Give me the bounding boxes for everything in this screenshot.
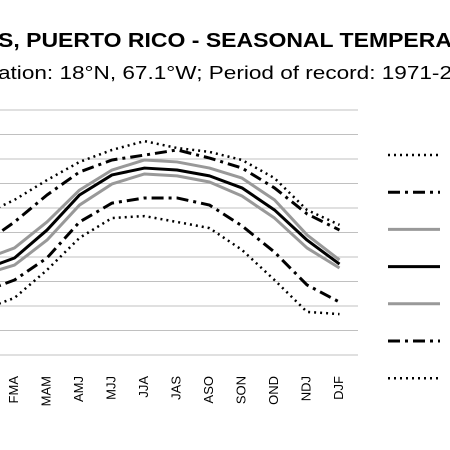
x-tick-label: JAS — [168, 376, 183, 400]
x-tick-label: AMJ — [71, 376, 86, 402]
series-line — [0, 196, 341, 304]
series-line — [0, 148, 341, 235]
x-tick-label: MAM — [38, 376, 53, 406]
series-line — [0, 166, 341, 266]
x-tick-label: NDJ — [298, 376, 313, 401]
series-line — [0, 139, 341, 227]
series-line — [0, 214, 340, 316]
x-tick-label: FMA — [6, 376, 21, 404]
x-tick-label: MJJ — [103, 376, 118, 400]
x-tick-label: ASO — [201, 376, 216, 403]
chart-subtitle: ation: 18°N, 67.1°W; Period of record: 1… — [0, 63, 450, 83]
x-tick-label: DJF — [331, 376, 346, 400]
x-tick-label: JJA — [136, 376, 151, 398]
series-line — [0, 172, 341, 272]
series-line — [0, 158, 341, 262]
chart-title: S, PUERTO RICO - SEASONAL TEMPERA — [0, 30, 450, 52]
x-tick-label: OND — [266, 376, 281, 405]
x-tick-label: SON — [233, 376, 248, 404]
